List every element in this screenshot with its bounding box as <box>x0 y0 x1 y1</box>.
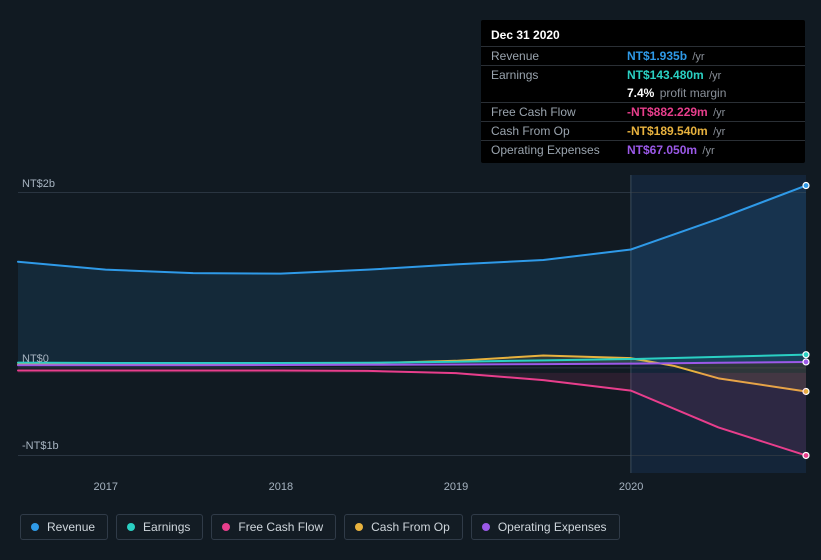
chart-tooltip: Dec 31 2020 Revenue NT$1.935b /yr Earnin… <box>481 20 805 163</box>
tooltip-row-value: -NT$189.540m /yr <box>617 122 805 141</box>
legend-dot-icon <box>127 523 135 531</box>
tooltip-row-label: Free Cash Flow <box>481 103 617 122</box>
financials-chart: NT$2b NT$0 -NT$1b 2017 2018 2019 2020 De… <box>0 0 821 560</box>
tooltip-row-value: NT$67.050m /yr <box>617 141 805 160</box>
tooltip-row-value: NT$143.480m /yr <box>617 66 805 85</box>
x-axis-label: 2018 <box>269 481 293 493</box>
legend-dot-icon <box>482 523 490 531</box>
legend-label: Cash From Op <box>371 520 450 534</box>
y-axis-label: -NT$1b <box>22 440 59 452</box>
tooltip-date: Dec 31 2020 <box>481 24 805 46</box>
tooltip-table: Revenue NT$1.935b /yr Earnings NT$143.48… <box>481 46 805 159</box>
legend-label: Operating Expenses <box>498 520 607 534</box>
y-axis-label: NT$2b <box>22 178 55 190</box>
tooltip-profit-margin: 7.4% profit margin <box>617 84 805 103</box>
x-axis-label: 2019 <box>444 481 468 493</box>
legend-item-cash-from-op[interactable]: Cash From Op <box>344 514 463 540</box>
legend-item-operating-expenses[interactable]: Operating Expenses <box>471 514 620 540</box>
chart-legend: Revenue Earnings Free Cash Flow Cash Fro… <box>20 514 620 540</box>
y-axis-label: NT$0 <box>22 353 49 365</box>
legend-item-free-cash-flow[interactable]: Free Cash Flow <box>211 514 336 540</box>
legend-dot-icon <box>31 523 39 531</box>
tooltip-row-label: Cash From Op <box>481 122 617 141</box>
legend-dot-icon <box>222 523 230 531</box>
tooltip-row-label: Revenue <box>481 47 617 66</box>
legend-dot-icon <box>355 523 363 531</box>
legend-item-earnings[interactable]: Earnings <box>116 514 203 540</box>
legend-label: Free Cash Flow <box>238 520 323 534</box>
tooltip-row-label: Earnings <box>481 66 617 85</box>
tooltip-row-value: -NT$882.229m /yr <box>617 103 805 122</box>
tooltip-row-label: Operating Expenses <box>481 141 617 160</box>
x-axis-label: 2017 <box>94 481 118 493</box>
tooltip-row-value: NT$1.935b /yr <box>617 47 805 66</box>
x-axis-label: 2020 <box>619 481 643 493</box>
legend-label: Revenue <box>47 520 95 534</box>
legend-label: Earnings <box>143 520 190 534</box>
legend-item-revenue[interactable]: Revenue <box>20 514 108 540</box>
